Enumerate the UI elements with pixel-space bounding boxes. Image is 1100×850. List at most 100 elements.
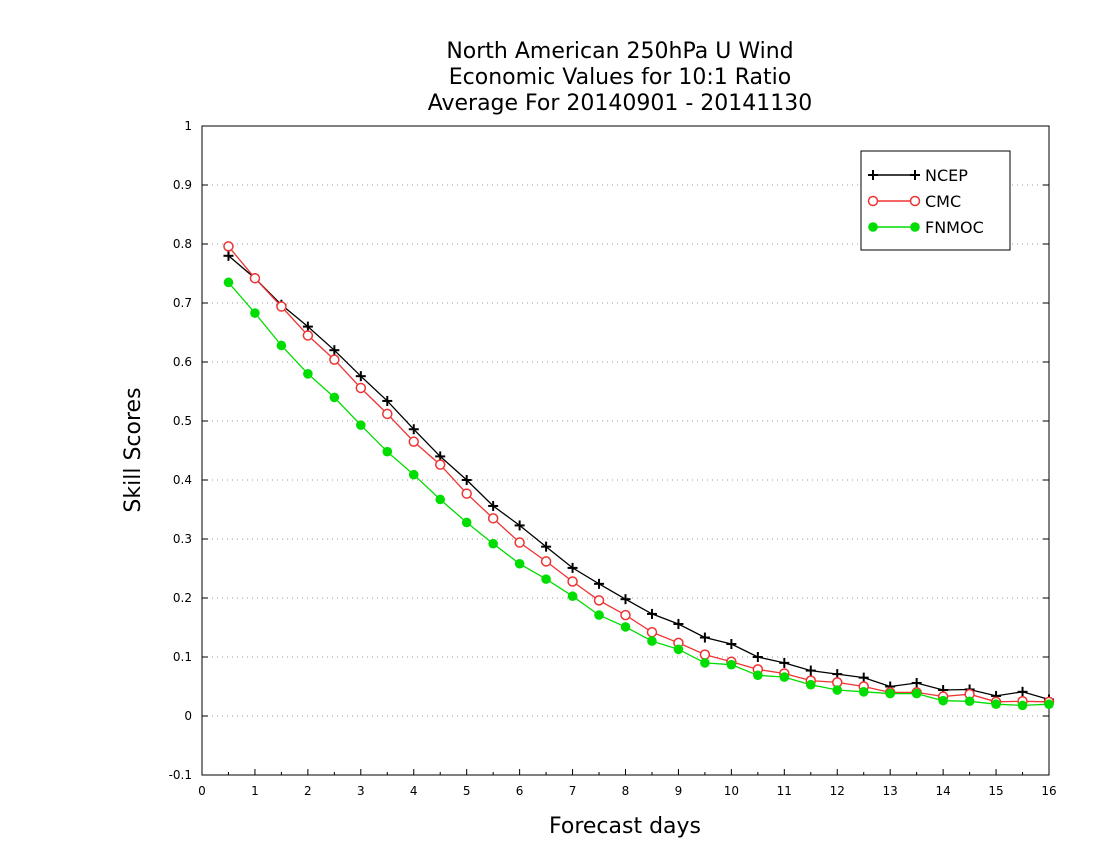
x-tick-label: 2	[304, 784, 312, 798]
data-point-ncep	[514, 520, 525, 531]
data-point-cmc	[223, 241, 234, 252]
data-point-fnmoc	[514, 558, 525, 569]
y-tick-label: 0.7	[173, 296, 192, 310]
x-tick-label: 8	[622, 784, 630, 798]
series-line-ncep	[228, 255, 1050, 701]
data-point-ncep	[223, 250, 234, 261]
data-point-ncep	[408, 424, 419, 435]
data-point-cmc	[276, 301, 287, 312]
data-point-fnmoc	[461, 517, 472, 528]
data-point-fnmoc	[329, 392, 340, 403]
data-point-ncep	[302, 321, 313, 332]
legend-marker	[910, 170, 920, 180]
x-tick-label: 5	[463, 784, 471, 798]
legend-label: CMC	[925, 192, 961, 211]
data-point-fnmoc	[753, 670, 763, 681]
y-tick-label: 0.3	[173, 532, 192, 546]
data-point-ncep	[805, 665, 816, 676]
y-tick-label: 0.4	[173, 473, 192, 487]
data-point-ncep	[699, 632, 710, 643]
x-tick-label: 13	[883, 784, 898, 798]
data-point-cmc	[355, 382, 367, 394]
legend-box	[860, 150, 1011, 251]
x-axis-label: Forecast days	[549, 814, 701, 839]
legend-marker	[910, 222, 920, 232]
x-axis-ticks: 0 1 2 3 4 5 6 7 8 9 10 11 12 13 14 15 16	[198, 769, 1057, 798]
chart-title-line: Average For 20140901 - 20141130	[428, 91, 813, 116]
legend-marker	[909, 195, 921, 207]
data-point-fnmoc	[938, 695, 948, 706]
data-point-fnmoc	[408, 469, 419, 480]
data-point-cmc	[593, 595, 605, 606]
y-tick-label: 0	[184, 709, 192, 723]
data-point-fnmoc	[488, 538, 498, 549]
legend-label: NCEP	[925, 166, 968, 185]
data-point-fnmoc	[673, 644, 684, 655]
data-point-fnmoc	[964, 696, 975, 707]
chart-title-line: North American 250hPa U Wind	[446, 39, 793, 64]
legend-marker	[867, 195, 879, 207]
data-point-ncep	[329, 345, 340, 356]
data-point-cmc	[461, 488, 472, 499]
data-point-fnmoc	[885, 688, 895, 699]
series-line-fnmoc	[228, 281, 1050, 707]
data-point-ncep	[752, 652, 763, 662]
data-point-ncep	[541, 541, 552, 552]
data-point-cmc	[434, 459, 446, 470]
data-point-ncep	[355, 371, 366, 382]
series-cmc	[223, 241, 1055, 708]
data-point-fnmoc	[303, 369, 313, 379]
legend: NCEP CMC FNMOC	[860, 150, 1011, 251]
data-point-ncep	[594, 578, 605, 589]
legend-marker	[868, 222, 878, 232]
y-axis-label: Skill Scores	[121, 387, 146, 512]
data-series	[223, 241, 1055, 711]
data-point-cmc	[620, 609, 631, 621]
x-tick-label: 7	[569, 784, 577, 798]
legend-item-fnmoc: FNMOC	[868, 218, 984, 237]
data-point-fnmoc	[223, 277, 234, 288]
data-point-cmc	[408, 436, 419, 447]
data-point-ncep	[382, 395, 393, 406]
data-point-fnmoc	[726, 659, 737, 670]
data-point-ncep	[673, 618, 684, 629]
data-point-fnmoc	[276, 340, 287, 351]
data-point-fnmoc	[567, 591, 578, 602]
data-point-fnmoc	[435, 494, 446, 505]
data-point-ncep	[646, 608, 657, 619]
data-point-cmc	[329, 354, 340, 365]
data-point-cmc	[249, 272, 261, 284]
data-point-ncep	[911, 677, 922, 688]
data-point-fnmoc	[594, 610, 604, 620]
y-tick-label: 1	[184, 119, 192, 133]
data-point-fnmoc	[700, 658, 710, 668]
data-point-fnmoc	[858, 687, 869, 697]
data-point-cmc	[540, 556, 552, 567]
data-point-ncep	[461, 475, 472, 485]
legend-item-ncep: NCEP	[868, 166, 968, 185]
data-point-cmc	[487, 513, 499, 524]
x-tick-label: 15	[988, 784, 1003, 798]
legend-item-cmc: CMC	[867, 192, 961, 211]
x-tick-label: 10	[724, 784, 739, 798]
data-point-fnmoc	[382, 446, 393, 457]
y-tick-label: 0.1	[173, 650, 192, 664]
x-tick-label: 0	[198, 784, 206, 798]
data-point-cmc	[302, 330, 314, 341]
x-tick-label: 12	[830, 784, 845, 798]
data-point-ncep	[488, 500, 499, 511]
y-tick-label: 0.5	[173, 414, 192, 428]
x-tick-label: 11	[777, 784, 792, 798]
data-point-ncep	[1017, 686, 1028, 697]
data-point-fnmoc	[356, 420, 366, 430]
data-point-fnmoc	[620, 622, 631, 632]
x-tick-label: 1	[251, 784, 259, 798]
y-axis-ticks: -0.1 0 0.1 0.2 0.3 0.4 0.5 0.6 0.7 0.8 0.9 1	[169, 119, 1049, 782]
x-tick-label: 4	[410, 784, 418, 798]
data-point-fnmoc	[250, 308, 260, 318]
y-tick-label: 0.6	[173, 355, 192, 369]
y-tick-label: 0.2	[173, 591, 192, 605]
data-point-ncep	[779, 657, 790, 668]
y-tick-label: 0.9	[173, 178, 192, 192]
